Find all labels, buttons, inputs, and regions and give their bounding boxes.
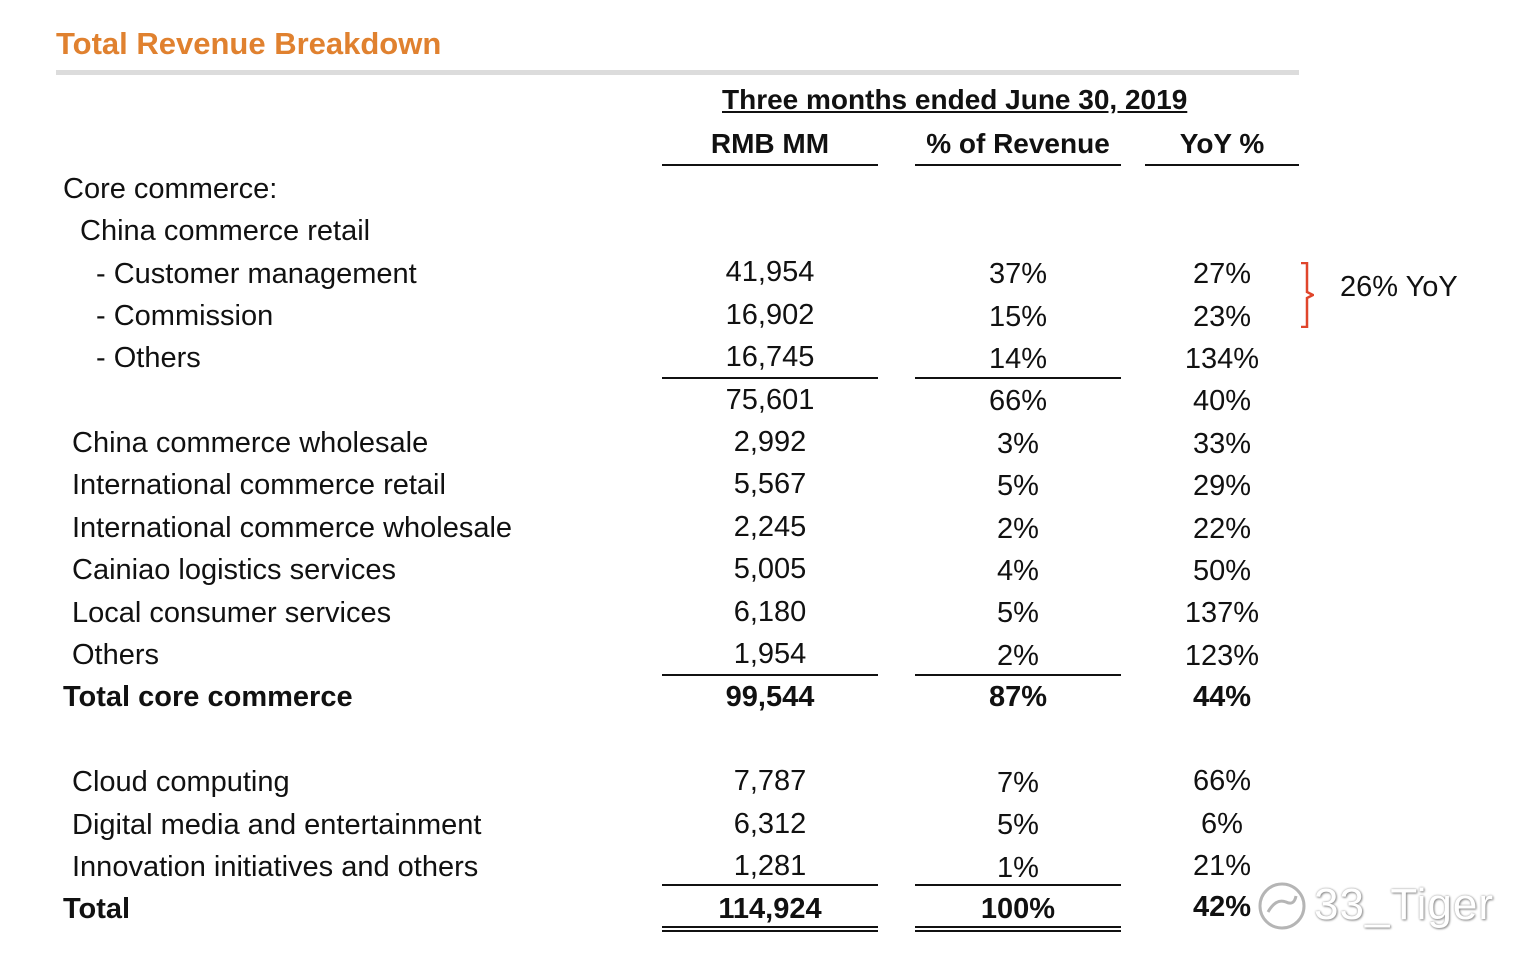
row-label-innovation: Innovation initiatives and others xyxy=(72,851,479,883)
row-label-china-commerce-retail: China commerce retail xyxy=(80,215,371,247)
column-header-pct-revenue: % of Revenue xyxy=(926,128,1110,159)
cell-yoy-total: 42% xyxy=(1192,891,1252,923)
grand-total-rule-pct xyxy=(915,884,1121,886)
cell-rmb: 41,954 xyxy=(725,256,815,288)
row-label-china-wholesale: China commerce wholesale xyxy=(72,427,429,459)
row-label-intl-retail: International commerce retail xyxy=(72,469,446,501)
core-total-rule-pct xyxy=(915,674,1121,676)
cell-pct: 5% xyxy=(997,597,1039,629)
double-rule-rmb-top xyxy=(662,926,878,928)
header-underline-yoy xyxy=(1145,164,1299,166)
cell-pct: 1% xyxy=(997,852,1039,884)
subtotal-rule-pct xyxy=(915,377,1121,379)
cell-yoy: 33% xyxy=(1192,428,1252,460)
cell-rmb: 1,281 xyxy=(733,850,807,882)
grand-total-rule-rmb xyxy=(662,884,878,886)
row-label-digital-media: Digital media and entertainment xyxy=(72,809,482,841)
cell-yoy: 21% xyxy=(1192,850,1252,882)
cell-pct: 7% xyxy=(997,767,1039,799)
cell-pct-total-core: 87% xyxy=(988,681,1048,713)
cell-rmb: 1,954 xyxy=(733,638,807,670)
cell-yoy: 23% xyxy=(1192,301,1252,333)
page-title: Total Revenue Breakdown xyxy=(56,26,442,61)
cell-pct: 5% xyxy=(997,470,1039,502)
row-label-others-retail: - Others xyxy=(96,342,201,374)
subtotal-rule-rmb xyxy=(662,377,878,379)
cell-rmb: 2,245 xyxy=(733,511,807,543)
cell-yoy: 29% xyxy=(1192,470,1252,502)
cell-rmb: 16,902 xyxy=(725,299,815,331)
watermark-logo-icon xyxy=(1258,882,1306,930)
double-rule-rmb-bottom xyxy=(662,930,878,932)
cell-pct: 5% xyxy=(997,809,1039,841)
cell-pct: 3% xyxy=(997,428,1039,460)
title-divider xyxy=(56,70,1299,75)
column-header-yoy: YoY % xyxy=(1179,128,1265,159)
cell-rmb: 6,312 xyxy=(733,808,807,840)
cell-yoy: 137% xyxy=(1184,597,1260,629)
row-label-commission: - Commission xyxy=(96,300,274,332)
cell-pct: 2% xyxy=(997,640,1039,672)
cell-yoy-subtotal: 40% xyxy=(1192,385,1252,417)
column-header-rmb: RMB MM xyxy=(710,128,830,159)
cell-yoy: 27% xyxy=(1192,258,1252,290)
cell-pct: 4% xyxy=(997,555,1039,587)
cell-rmb-total-core: 99,544 xyxy=(725,681,815,713)
cell-pct: 15% xyxy=(988,301,1048,333)
header-underline-pct xyxy=(915,164,1121,166)
cell-rmb: 5,005 xyxy=(733,553,807,585)
cell-rmb: 5,567 xyxy=(733,468,807,500)
double-rule-pct-top xyxy=(915,926,1121,928)
cell-yoy-total-core: 44% xyxy=(1192,681,1252,713)
watermark-text: 33_Tiger xyxy=(1314,880,1495,929)
cell-pct-total: 100% xyxy=(980,893,1056,925)
cell-rmb: 2,992 xyxy=(733,426,807,458)
cell-rmb-total: 114,924 xyxy=(718,893,822,925)
row-label-core-commerce: Core commerce: xyxy=(63,173,278,205)
cell-yoy: 6% xyxy=(1201,808,1243,840)
row-label-total: Total xyxy=(63,893,131,925)
cell-yoy: 134% xyxy=(1184,343,1260,375)
cell-yoy: 50% xyxy=(1192,555,1252,587)
row-label-total-core-commerce: Total core commerce xyxy=(63,681,353,713)
brace-annotation: 26% YoY xyxy=(1340,271,1458,303)
period-header: Three months ended June 30, 2019 xyxy=(722,84,1188,115)
cell-pct-subtotal: 66% xyxy=(988,385,1048,417)
cell-rmb: 6,180 xyxy=(733,596,807,628)
cell-rmb-subtotal: 75,601 xyxy=(725,384,815,416)
brace-icon xyxy=(1301,262,1314,328)
cell-yoy: 66% xyxy=(1192,765,1252,797)
row-label-cainiao: Cainiao logistics services xyxy=(72,554,396,586)
double-rule-pct-bottom xyxy=(915,930,1121,932)
cell-rmb: 16,745 xyxy=(725,341,815,373)
cell-yoy: 22% xyxy=(1192,513,1252,545)
row-label-customer-management: - Customer management xyxy=(96,258,417,290)
row-label-local-consumer: Local consumer services xyxy=(72,597,392,629)
cell-rmb: 7,787 xyxy=(733,765,807,797)
row-label-cloud-computing: Cloud computing xyxy=(72,766,290,798)
cell-pct: 14% xyxy=(988,343,1048,375)
cell-pct: 37% xyxy=(988,258,1048,290)
row-label-intl-wholesale: International commerce wholesale xyxy=(72,512,513,544)
row-label-others: Others xyxy=(72,639,160,671)
core-total-rule-rmb xyxy=(662,674,878,676)
header-underline-rmb xyxy=(662,164,878,166)
cell-pct: 2% xyxy=(997,513,1039,545)
cell-yoy: 123% xyxy=(1184,640,1260,672)
